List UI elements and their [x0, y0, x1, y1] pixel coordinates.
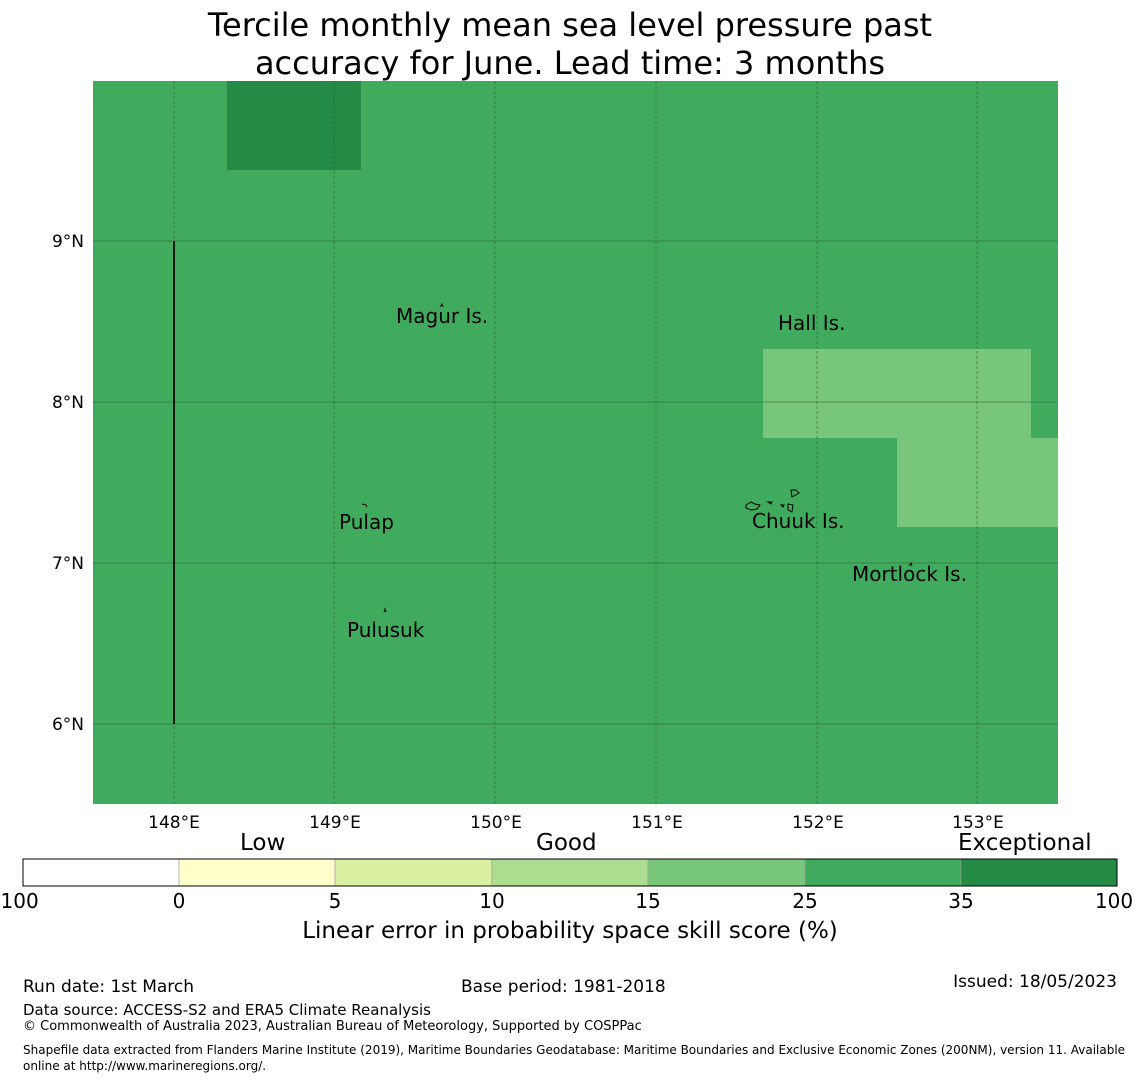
lon-tick-label: 149°E [309, 813, 361, 833]
lat-tick-label: 8°N [52, 393, 84, 413]
lat-tick-label: 7°N [52, 554, 84, 574]
shapefile-credit: Shapefile data extracted from Flanders M… [23, 1043, 1126, 1073]
colorbar-swatch [491, 858, 649, 887]
good-skill-patch-lower [897, 438, 1058, 527]
colorbar-tick: -100 [0, 889, 39, 913]
lat-tick-label: 6°N [52, 715, 84, 735]
lon-tick-label: 150°E [470, 813, 522, 833]
lon-tick-label: 151°E [631, 813, 683, 833]
colorbar-swatch [804, 858, 962, 887]
colorbar-frame [22, 858, 1118, 887]
title-line-1: Tercile monthly mean sea level pressure … [207, 6, 933, 44]
island-chuuk-islet-4 [790, 489, 800, 498]
place-label-pulap: Pulap [339, 510, 394, 534]
chart-title: Tercile monthly mean sea level pressure … [0, 6, 1140, 82]
colorbar-tick: 10 [479, 889, 505, 913]
colorbar-swatch [334, 858, 493, 887]
island-chuuk-islet-3 [787, 503, 794, 513]
colorbar-tick: 35 [948, 889, 974, 913]
colorbar-category-exceptional: Exceptional [958, 830, 1092, 856]
place-label-hall: Hall Is. [778, 311, 845, 335]
island-chuuk-islet-1 [766, 501, 773, 505]
colorbar-label: Linear error in probability space skill … [302, 918, 838, 944]
issued-date: Issued: 18/05/2023 [953, 972, 1117, 992]
colorbar-swatch [178, 858, 336, 887]
good-skill-patch-edge [1031, 438, 1058, 439]
exceptional-skill-patch [227, 81, 361, 170]
colorbar-swatch [647, 858, 806, 887]
colorbar-tick: 25 [792, 889, 818, 913]
island-magur [439, 302, 444, 308]
data-source: Data source: ACCESS-S2 and ERA5 Climate … [23, 1001, 431, 1019]
run-date: Run date: 1st March [23, 977, 195, 997]
island-mortlock [908, 561, 913, 567]
good-skill-patch-upper [763, 349, 1031, 438]
colorbar-tick: 100 [1094, 889, 1134, 913]
copyright: © Commonwealth of Australia 2023, Austra… [23, 1019, 642, 1034]
island-chuuk-reef [745, 501, 761, 511]
island-outlines [361, 302, 913, 613]
place-label-chuuk: Chuuk Is. [752, 509, 845, 533]
colorbar-category-low: Low [240, 830, 286, 856]
island-pulusuk [383, 607, 387, 613]
colorbar-tick: 15 [635, 889, 661, 913]
colorbar-swatch [22, 858, 180, 887]
base-period: Base period: 1981-2018 [461, 977, 666, 997]
map-gridlines [93, 81, 1058, 804]
lat-tick-label: 9°N [52, 232, 84, 252]
island-pulap [361, 503, 368, 508]
island-chuuk-islet-2 [779, 504, 785, 508]
colorbar-swatch [960, 858, 1118, 887]
lon-tick-label: 152°E [792, 813, 844, 833]
lon-tick-label: 153°E [952, 813, 1004, 833]
title-line-2: accuracy for June. Lead time: 3 months [254, 44, 886, 82]
place-label-magur: Magur Is. [396, 304, 488, 328]
lon-tick-label: 148°E [148, 813, 200, 833]
colorbar [22, 858, 1118, 887]
place-label-pulusuk: Pulusuk [347, 618, 425, 642]
colorbar-tick: 5 [328, 889, 342, 913]
colorbar-category-good: Good [536, 830, 597, 856]
colorbar-tick: 0 [172, 889, 186, 913]
place-label-mortlock: Mortlock Is. [852, 562, 967, 586]
